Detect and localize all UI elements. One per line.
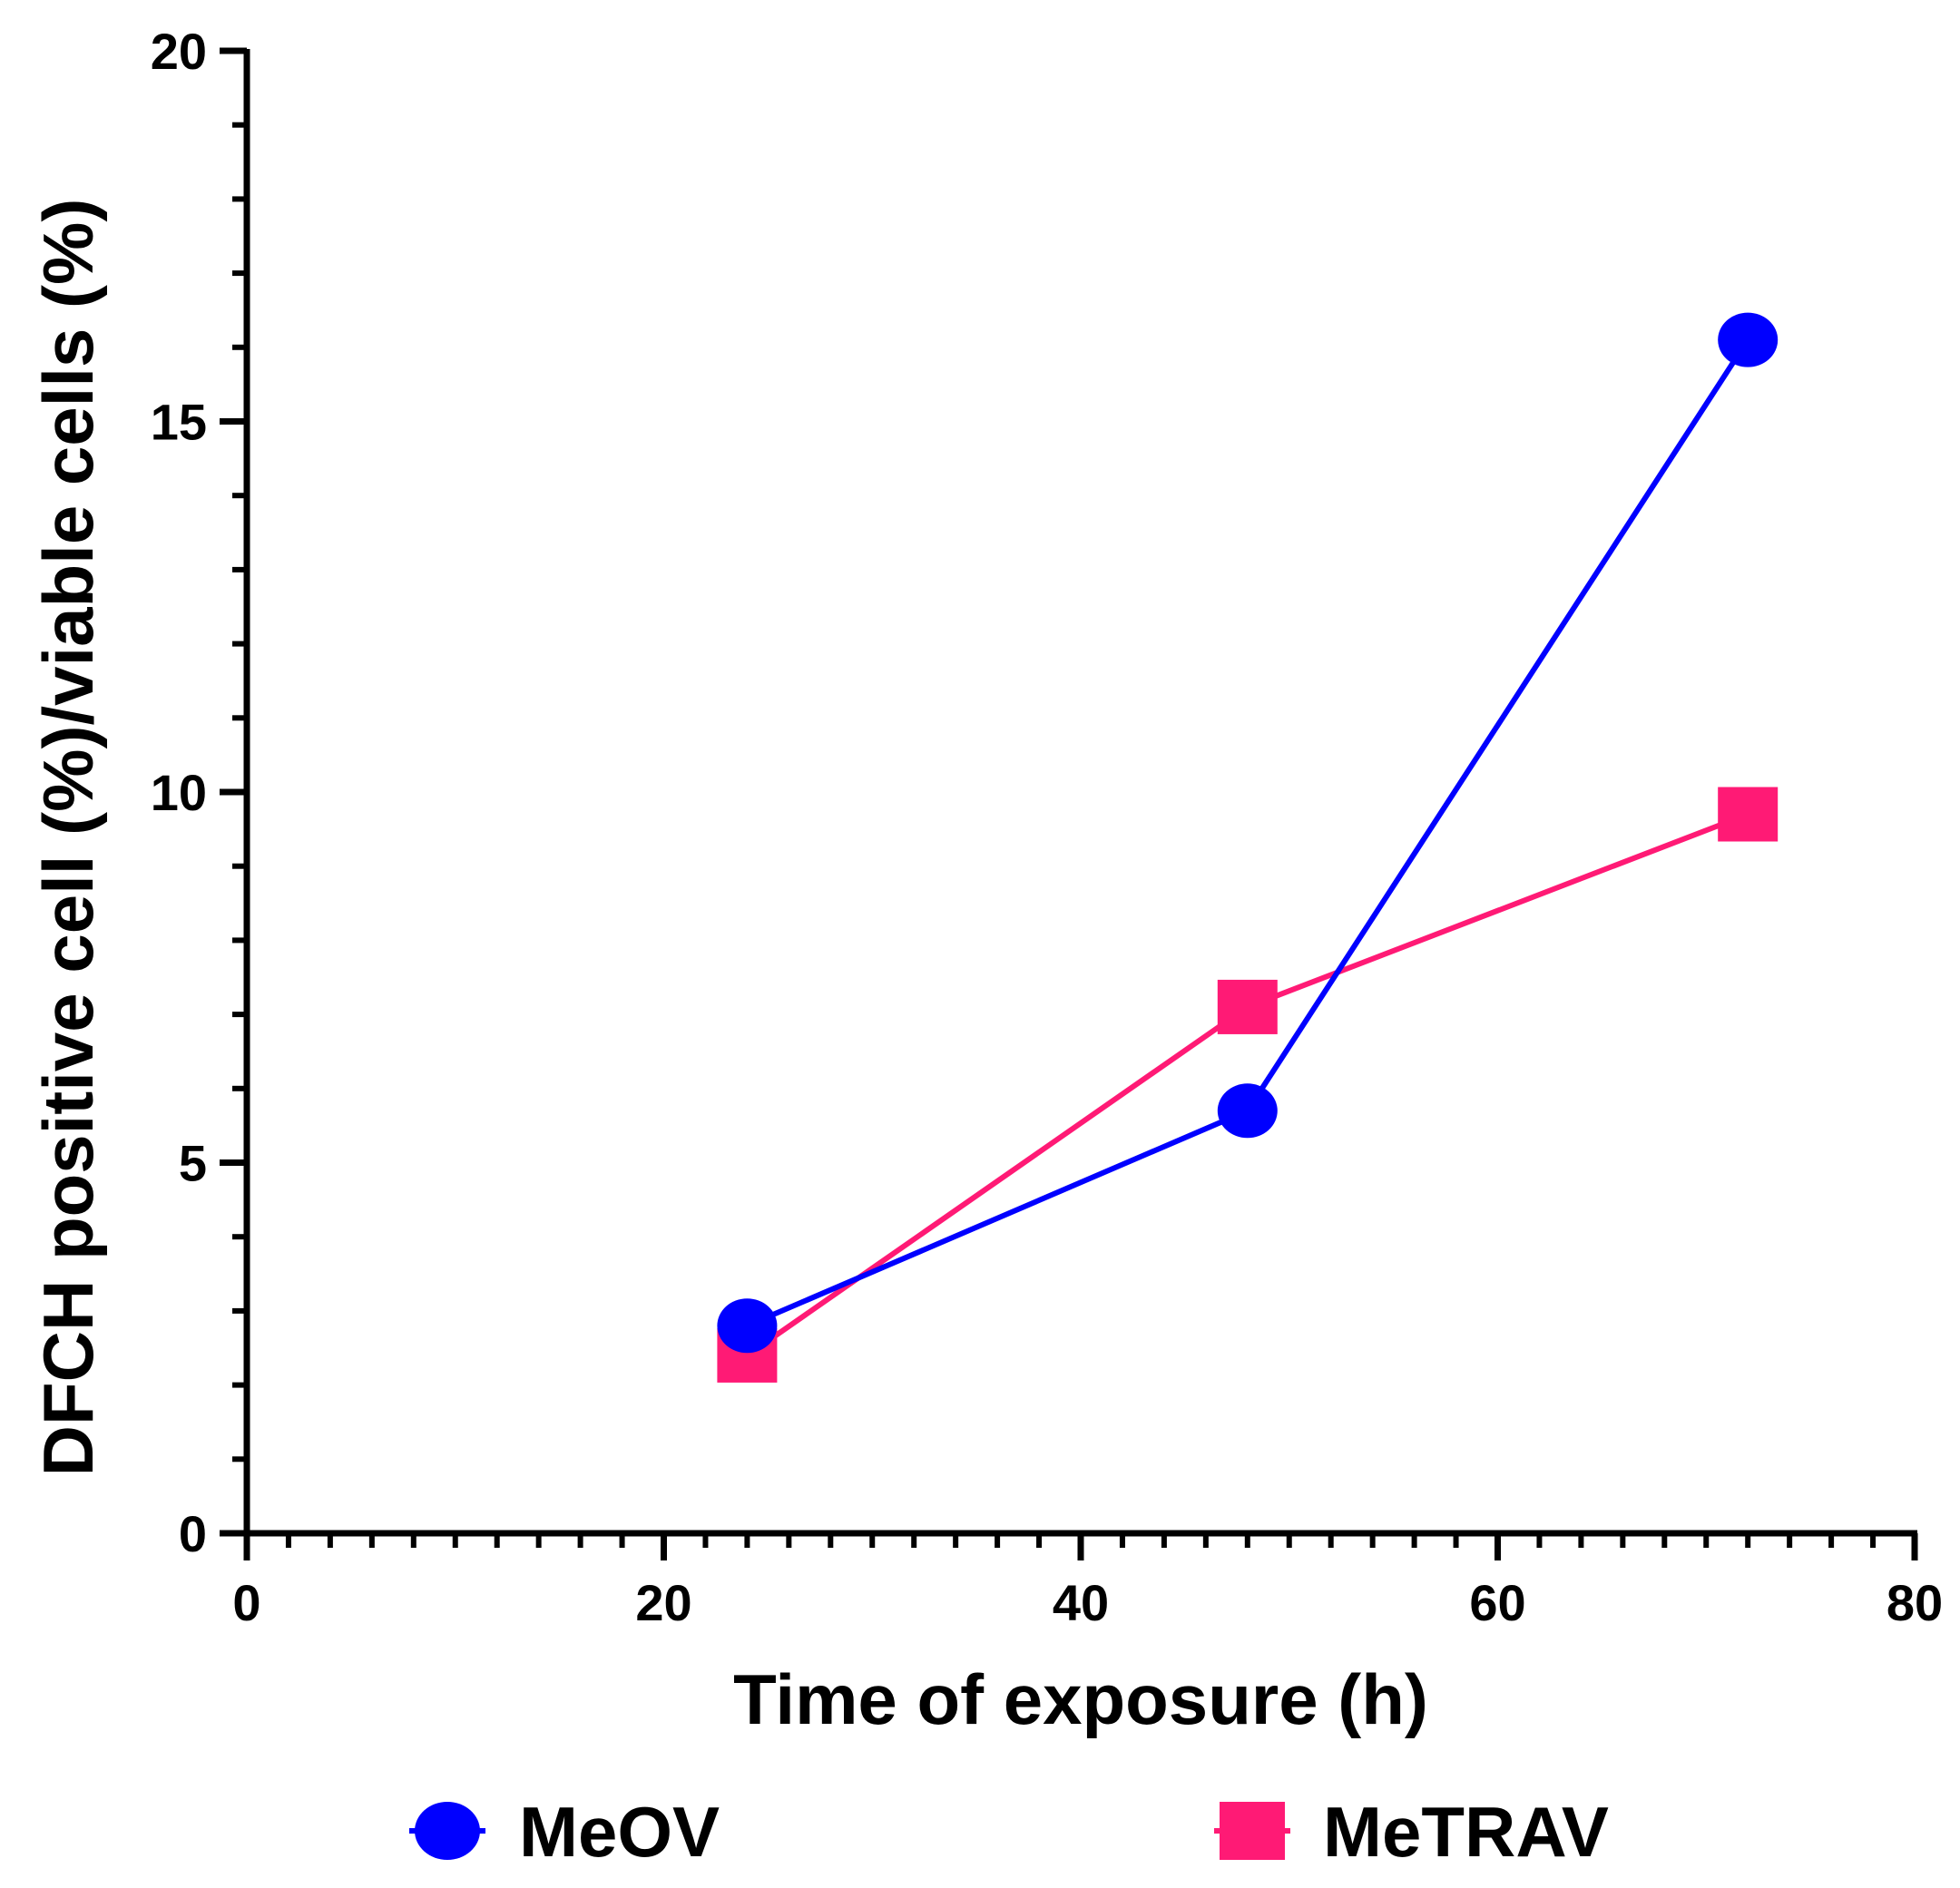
x-tick-label: 20 [635,1574,691,1631]
series-line-meov [746,337,1750,1328]
y-tick-label: 10 [151,764,207,821]
x-tick-label: 80 [1886,1574,1943,1631]
axes: 0 5 10 15 20 0 20 40 60 80 [151,23,1943,1631]
legend-marker-circle-icon [415,1802,480,1860]
data-point-metrav [1217,979,1278,1034]
data-point-meov [1217,1083,1278,1139]
legend-item-metrav: MeTRAV [1214,1792,1609,1872]
y-tick-label: 20 [151,23,207,80]
data-point-meov [717,1298,778,1354]
x-axis-title: Time of exposure (h) [733,1659,1428,1739]
data-point-meov [1718,312,1779,367]
legend-item-meov: MeOV [409,1792,720,1872]
legend-label-meov: MeOV [519,1792,720,1872]
x-tick-label: 60 [1469,1574,1525,1631]
y-tick-label: 15 [151,394,207,451]
legend-marker-square-icon [1220,1802,1285,1860]
series-lines [745,337,1750,1358]
y-tick-label: 0 [179,1505,207,1562]
series-markers [717,312,1779,1383]
legend-label-metrav: MeTRAV [1323,1792,1609,1872]
x-tick-label: 40 [1053,1574,1109,1631]
x-tick-label: 0 [232,1574,260,1631]
y-tick-label: 5 [179,1135,207,1192]
data-point-metrav [1718,787,1779,842]
y-axis-title: DFCH positive cell (%)/viable cells (%) [28,199,108,1477]
legend: MeOV MeTRAV [409,1792,1609,1872]
